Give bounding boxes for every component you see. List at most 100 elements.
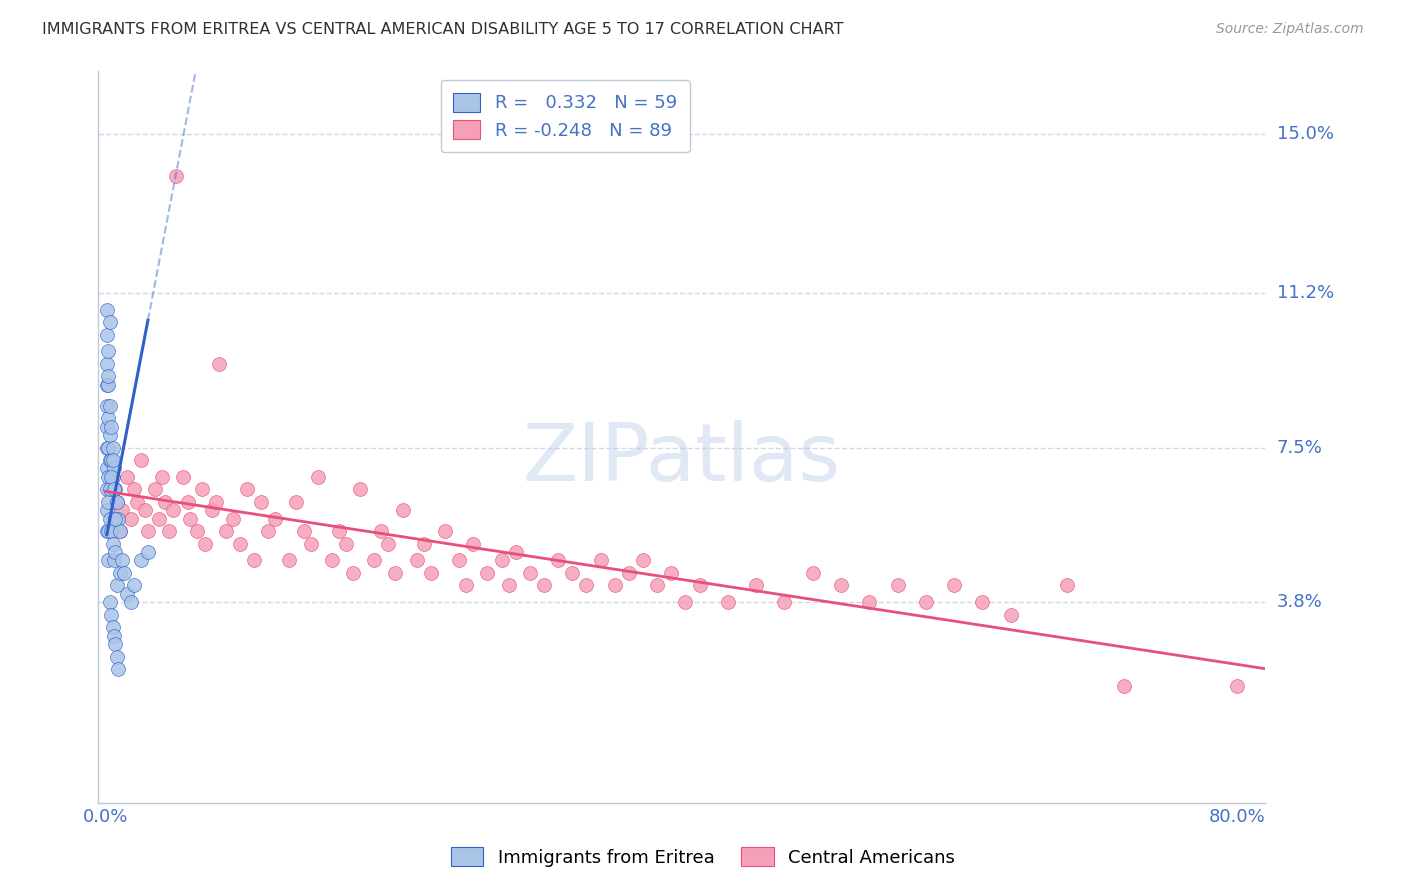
Point [143, 483, 166, 497]
Point [115, 470, 138, 484]
Point [97, 411, 120, 425]
Point [98, 595, 121, 609]
Point [419, 566, 441, 580]
Point [96, 419, 118, 434]
Point [1000, 607, 1022, 622]
Point [97, 441, 120, 455]
Point [97, 369, 120, 384]
Point [1226, 679, 1249, 693]
Point [547, 553, 569, 567]
Point [801, 566, 824, 580]
Point [105, 578, 128, 592]
Point [157, 524, 180, 538]
Text: 11.2%: 11.2% [1277, 284, 1334, 301]
Point [96, 524, 118, 538]
Point [264, 511, 287, 525]
Point [107, 511, 129, 525]
Point [148, 511, 170, 525]
Text: 3.8%: 3.8% [1277, 593, 1322, 611]
Point [150, 470, 173, 484]
Point [505, 545, 527, 559]
Point [115, 587, 138, 601]
Point [307, 470, 329, 484]
Point [100, 607, 122, 622]
Point [186, 524, 208, 538]
Point [97, 495, 120, 509]
Point [96, 461, 118, 475]
Point [129, 553, 152, 567]
Point [717, 595, 740, 609]
Point [96, 399, 118, 413]
Point [412, 536, 434, 550]
Point [335, 536, 357, 550]
Text: 15.0%: 15.0% [1277, 125, 1333, 143]
Point [103, 461, 125, 475]
Point [98, 453, 121, 467]
Point [1056, 578, 1078, 592]
Point [972, 595, 994, 609]
Point [101, 511, 124, 525]
Point [384, 566, 406, 580]
Point [101, 536, 124, 550]
Point [886, 578, 908, 592]
Point [101, 620, 124, 634]
Point [104, 545, 127, 559]
Point [391, 503, 413, 517]
Point [104, 483, 127, 497]
Text: ZIPatlas: ZIPatlas [523, 420, 841, 498]
Point [575, 578, 598, 592]
Point [377, 536, 399, 550]
Point [136, 545, 159, 559]
Point [103, 629, 125, 643]
Point [136, 524, 159, 538]
Point [120, 511, 142, 525]
Point [689, 578, 711, 592]
Point [98, 511, 121, 525]
Point [107, 662, 129, 676]
Point [179, 511, 201, 525]
Point [589, 553, 612, 567]
Point [125, 495, 148, 509]
Point [659, 566, 682, 580]
Point [222, 511, 245, 525]
Point [456, 578, 478, 592]
Point [97, 553, 120, 567]
Point [200, 503, 222, 517]
Point [449, 553, 471, 567]
Point [519, 566, 541, 580]
Point [172, 470, 194, 484]
Point [321, 553, 343, 567]
Point [120, 595, 142, 609]
Point [98, 399, 121, 413]
Text: IMMIGRANTS FROM ERITREA VS CENTRAL AMERICAN DISABILITY AGE 5 TO 17 CORRELATION C: IMMIGRANTS FROM ERITREA VS CENTRAL AMERI… [42, 22, 844, 37]
Point [103, 553, 125, 567]
Point [153, 495, 176, 509]
Point [328, 524, 350, 538]
Point [603, 578, 626, 592]
Point [631, 553, 654, 567]
Point [915, 595, 938, 609]
Point [100, 470, 122, 484]
Point [96, 377, 118, 392]
Point [105, 495, 128, 509]
Point [105, 495, 128, 509]
Text: 7.5%: 7.5% [1277, 439, 1323, 457]
Point [299, 536, 322, 550]
Point [675, 595, 697, 609]
Point [97, 377, 120, 392]
Point [943, 578, 966, 592]
Point [208, 357, 231, 371]
Point [96, 327, 118, 342]
Point [96, 503, 118, 517]
Point [165, 169, 187, 183]
Point [370, 524, 392, 538]
Point [229, 536, 252, 550]
Point [561, 566, 583, 580]
Point [108, 524, 131, 538]
Point [858, 595, 880, 609]
Point [236, 483, 259, 497]
Point [1112, 679, 1135, 693]
Point [498, 578, 520, 592]
Point [477, 566, 499, 580]
Point [773, 595, 796, 609]
